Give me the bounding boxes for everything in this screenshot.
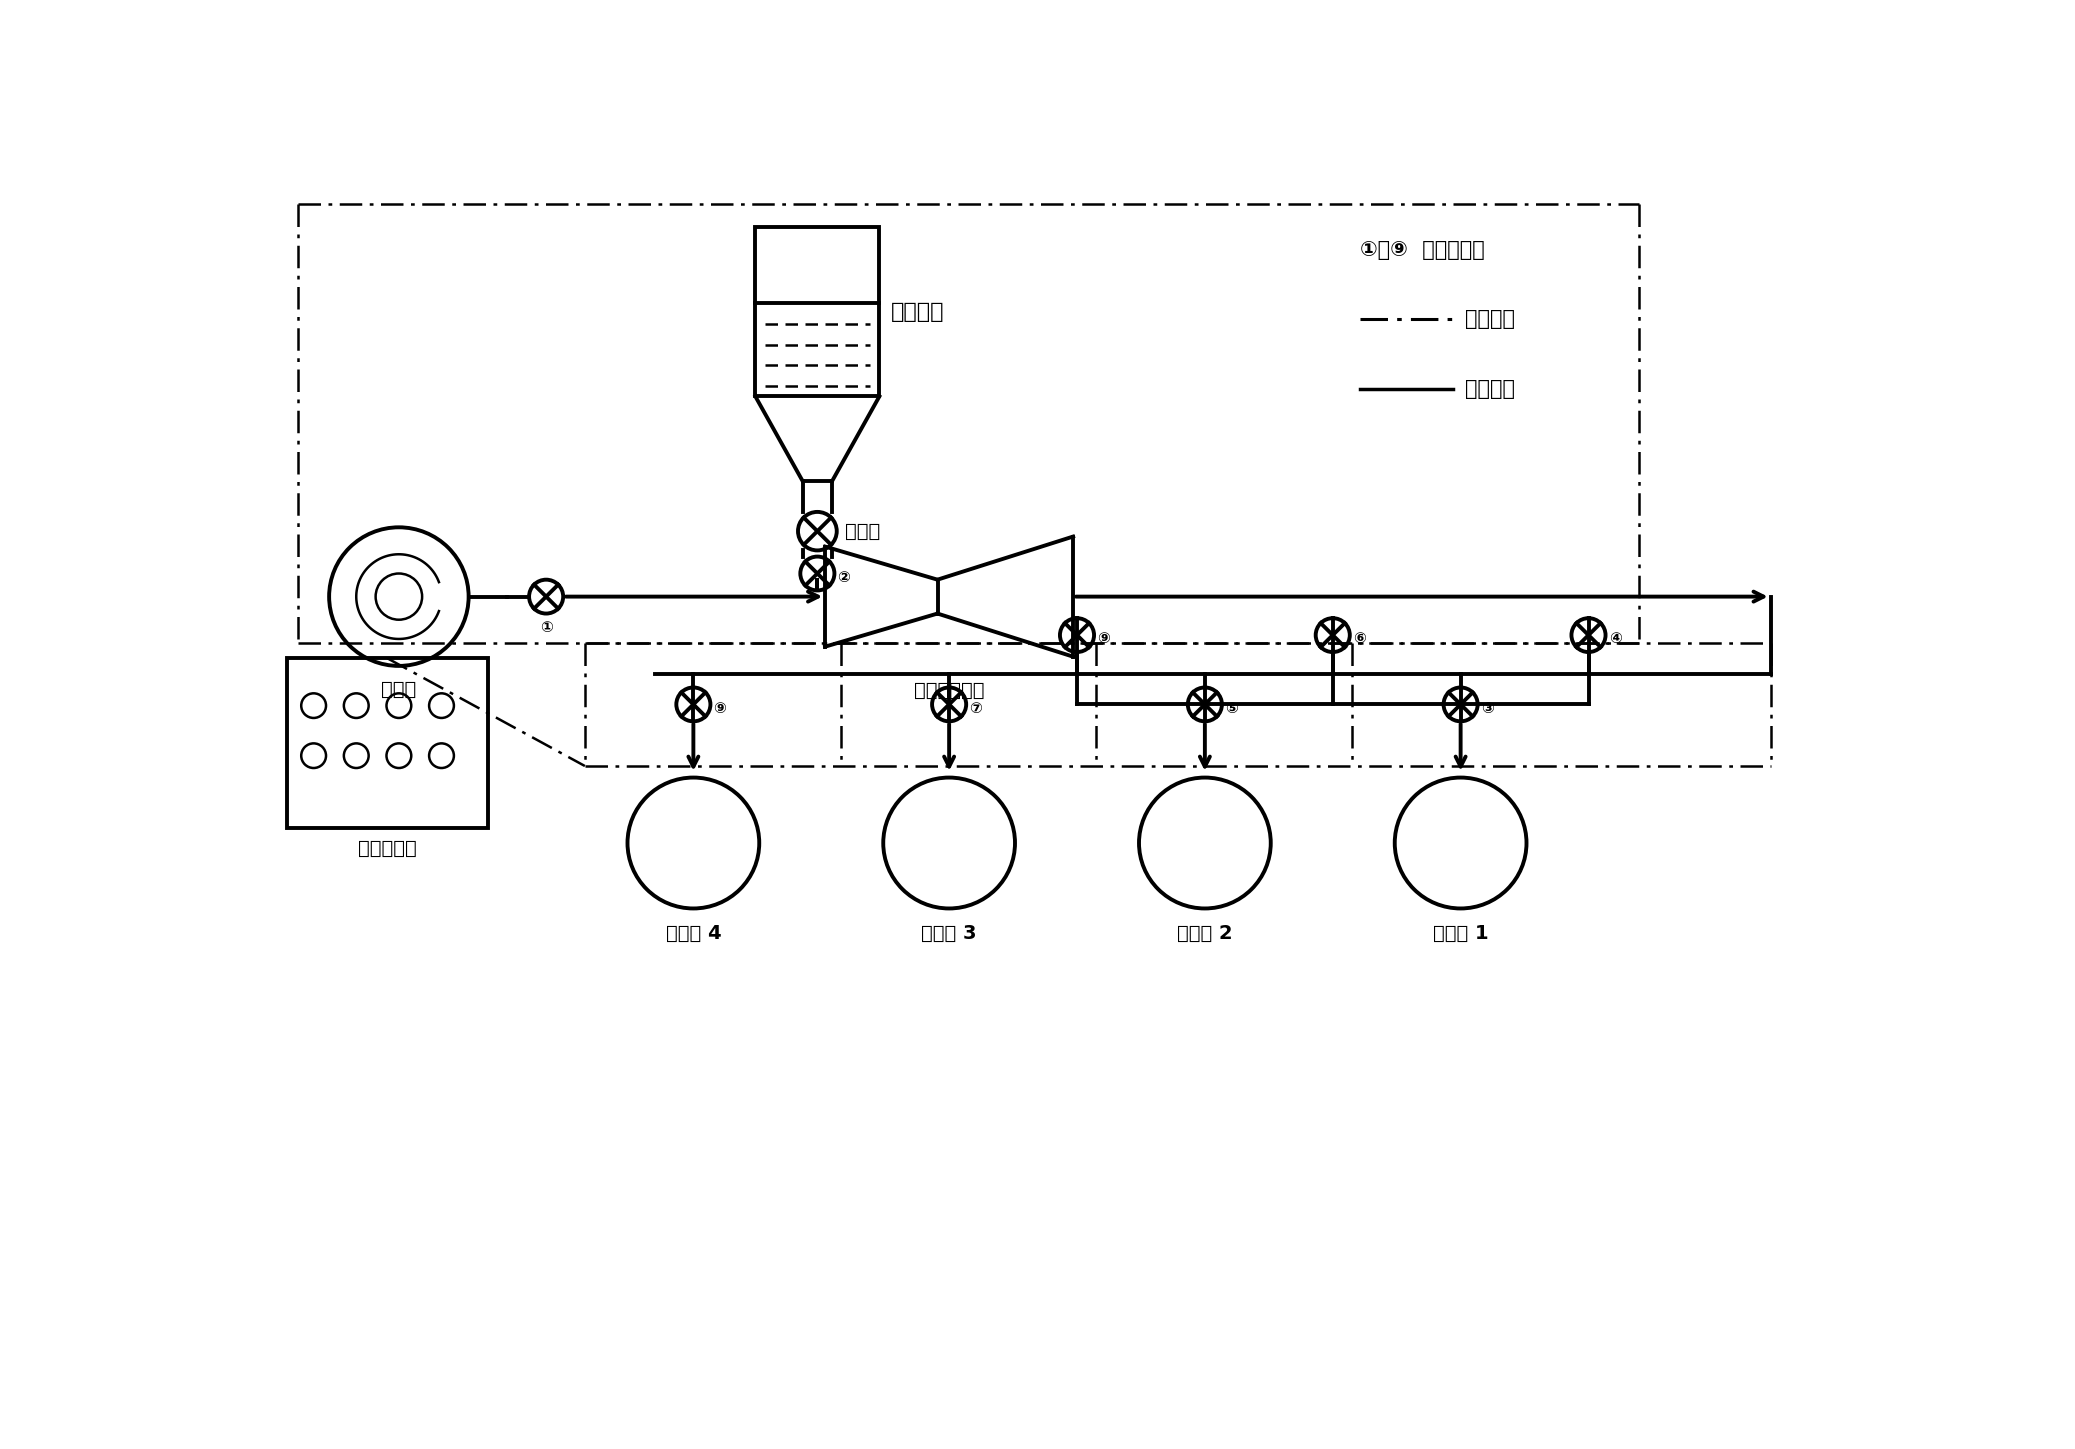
Text: 造粒塔 4: 造粒塔 4 xyxy=(666,924,722,943)
Text: 程序控线: 程序控线 xyxy=(1465,310,1515,329)
Bar xyxy=(286,658,488,827)
Text: 程序控制筱: 程序控制筱 xyxy=(357,839,417,858)
Text: 文丘里输送器: 文丘里输送器 xyxy=(913,681,984,700)
Text: 造粒塔 3: 造粒塔 3 xyxy=(921,924,977,943)
Text: ⑨: ⑨ xyxy=(714,701,726,716)
Text: ⑤: ⑤ xyxy=(1224,701,1239,716)
Text: 定量阀: 定量阀 xyxy=(845,522,880,540)
Text: 造粒塔 1: 造粒塔 1 xyxy=(1434,924,1488,943)
Text: ⑥: ⑥ xyxy=(1353,632,1365,646)
Text: ①: ① xyxy=(540,620,552,635)
Text: 鼓风机: 鼓风机 xyxy=(382,680,417,698)
Text: ③: ③ xyxy=(1482,701,1494,716)
Bar xyxy=(755,227,880,397)
Text: ⑨: ⑨ xyxy=(1098,632,1110,646)
Text: ①～⑨  电动制动阀: ①～⑨ 电动制动阀 xyxy=(1359,241,1484,261)
Text: 物料管线: 物料管线 xyxy=(1465,378,1515,398)
Text: ⑦: ⑦ xyxy=(969,701,981,716)
Text: 种子储罐: 种子储罐 xyxy=(890,301,944,322)
Text: 造粒塔 2: 造粒塔 2 xyxy=(1177,924,1233,943)
Text: ②: ② xyxy=(838,569,851,585)
Text: ④: ④ xyxy=(1608,632,1621,646)
